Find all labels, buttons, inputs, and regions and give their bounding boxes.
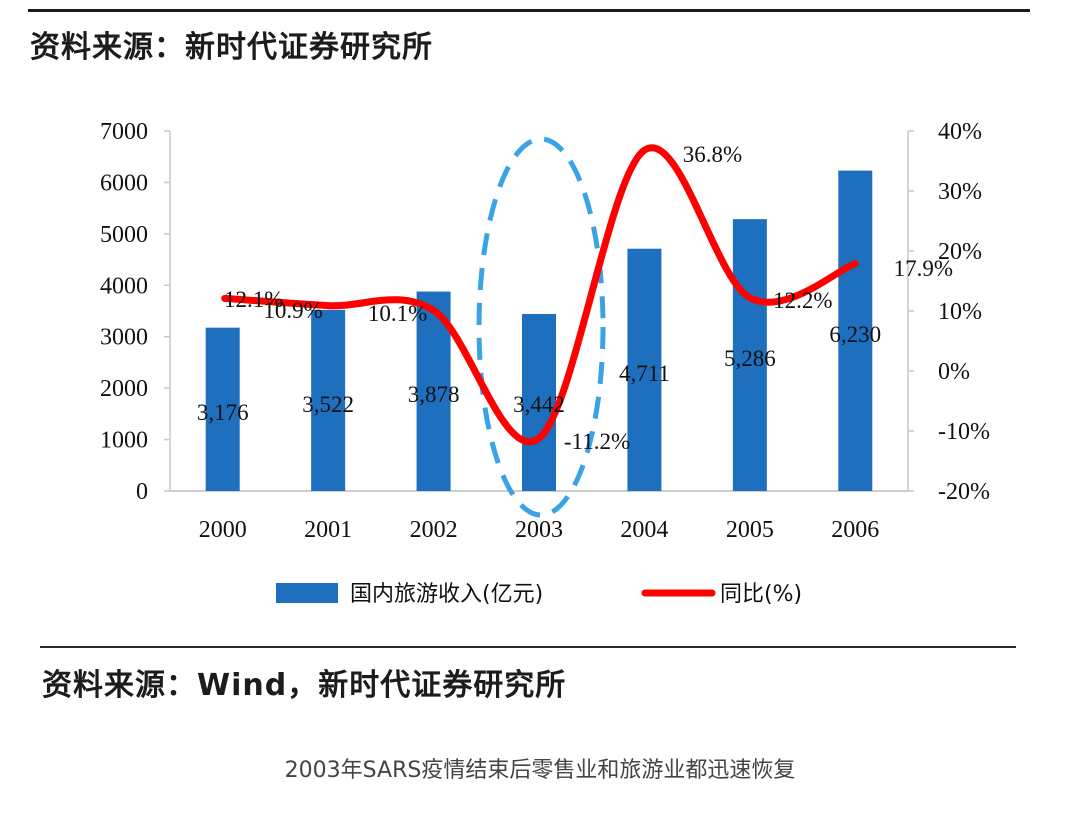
source-label-bottom: 资料来源：Wind，新时代证券研究所 <box>42 668 567 703</box>
bar-value-label: 3,878 <box>408 382 460 407</box>
x-tick-label: 2004 <box>620 517 668 543</box>
line-value-label: -11.2% <box>564 429 630 454</box>
bar-value-label: 3,442 <box>513 392 565 417</box>
left-tick-label: 2000 <box>100 376 148 402</box>
bar-2003 <box>522 313 556 491</box>
right-tick-label: 0% <box>938 359 970 385</box>
bar-2000 <box>205 327 240 491</box>
x-tick-label: 2001 <box>304 517 352 543</box>
right-tick-label: 40% <box>938 119 982 145</box>
legend-swatch-bar <box>276 583 338 603</box>
bar-2001 <box>311 309 346 491</box>
x-tick-label: 2005 <box>726 517 774 543</box>
legend-label-bar: 国内旅游收入(亿元) <box>350 582 543 607</box>
legend-label-line: 同比(%) <box>720 582 802 607</box>
right-tick-label: 30% <box>938 179 982 205</box>
left-tick-label: 3000 <box>100 325 148 351</box>
x-tick-label: 2006 <box>831 517 879 543</box>
highlight-ellipse-2003 <box>476 136 606 518</box>
line-value-label: 36.8% <box>683 142 742 167</box>
divider-rule <box>40 646 1016 648</box>
bar-value-label: 3,176 <box>197 400 249 425</box>
figure-caption: 2003年SARS疫情结束后零售业和旅游业都迅速恢复 <box>284 758 796 783</box>
left-tick-label: 0 <box>136 479 148 505</box>
line-value-label: 10.1% <box>368 301 427 326</box>
line-value-label: 10.9% <box>263 298 322 323</box>
left-tick-label: 5000 <box>100 222 148 248</box>
right-tick-label: 10% <box>938 299 982 325</box>
x-tick-label: 2000 <box>199 517 247 543</box>
right-tick-label: -20% <box>938 479 990 505</box>
x-tick-label: 2002 <box>410 517 458 543</box>
line-value-label: 12.1% <box>224 287 283 312</box>
right-tick-label: 20% <box>938 239 982 265</box>
left-tick-label: 4000 <box>100 273 148 299</box>
bar-value-label: 4,711 <box>619 361 670 386</box>
source-label-top: 资料来源：新时代证券研究所 <box>30 30 433 65</box>
right-tick-label: -10% <box>938 419 990 445</box>
top-rule <box>28 9 1030 12</box>
bar-value-label: 6,230 <box>829 322 881 347</box>
bar-2004 <box>627 248 662 491</box>
bar-value-label: 3,522 <box>302 392 354 417</box>
bar-value-label: 5,286 <box>724 346 776 371</box>
left-tick-label: 1000 <box>100 428 148 454</box>
x-tick-label: 2003 <box>515 517 563 543</box>
bar-2005 <box>732 219 767 492</box>
bar-2006 <box>838 170 873 491</box>
yoy-growth-line <box>221 144 859 445</box>
left-tick-label: 6000 <box>100 170 148 196</box>
combo-chart: 0 1000 2000 3000 4000 5000 6000 7000 -20% -10% 0% 1… <box>100 119 990 607</box>
line-value-label: 17.9% <box>894 256 953 281</box>
line-value-label: 12.2% <box>773 288 832 313</box>
left-tick-label: 7000 <box>100 119 148 145</box>
